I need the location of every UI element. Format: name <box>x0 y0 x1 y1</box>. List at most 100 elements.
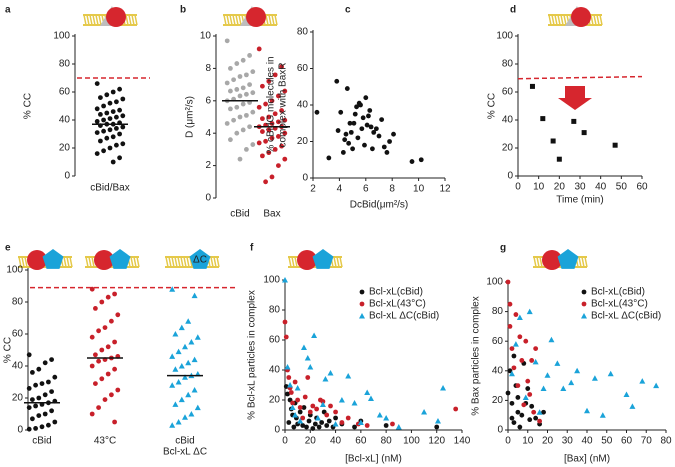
data-point <box>26 405 32 410</box>
membrane <box>265 14 269 26</box>
y-axis-label: complex with BaxR <box>278 62 289 147</box>
data-point <box>240 127 246 133</box>
y-tick-label: 40 <box>269 365 281 376</box>
data-point <box>306 418 312 424</box>
data-point <box>319 420 325 425</box>
membrane <box>131 14 135 26</box>
data-point <box>109 392 114 398</box>
y-tick-label: 100 <box>6 265 23 276</box>
data-point <box>120 124 126 130</box>
icon-label: ΔC <box>193 255 207 266</box>
data-point <box>342 137 348 143</box>
data-point <box>107 100 113 106</box>
x-tick-label: 80 <box>660 436 672 447</box>
data-point <box>250 90 256 96</box>
y-tick-label: 60 <box>12 329 24 340</box>
membrane <box>238 14 242 26</box>
membrane <box>186 256 190 268</box>
data-point <box>101 128 106 134</box>
data-point <box>304 355 311 361</box>
data-point <box>527 417 533 423</box>
membrane <box>86 14 90 26</box>
data-point <box>568 379 575 386</box>
membrane <box>85 256 89 268</box>
data-point <box>115 387 121 393</box>
x-tick-label: 10 <box>522 436 534 447</box>
data-point <box>307 364 314 370</box>
data-point <box>282 88 288 94</box>
data-point <box>191 387 198 393</box>
membrane <box>88 256 92 268</box>
membrane <box>581 256 585 268</box>
data-point <box>114 142 119 148</box>
data-point <box>300 415 306 421</box>
data-point <box>536 409 543 415</box>
y-tick-label: 100 <box>496 31 513 42</box>
y-tick-label: 20 <box>59 143 71 154</box>
legend-label: Bcl-xL ΔC(cBid) <box>369 311 439 322</box>
data-point <box>120 141 126 147</box>
data-point <box>107 145 113 151</box>
membrane <box>223 14 227 26</box>
data-point <box>282 156 288 162</box>
membrane <box>294 256 298 268</box>
data-point <box>515 395 521 400</box>
data-point <box>300 344 307 350</box>
data-point <box>285 391 290 397</box>
membrane <box>133 256 137 268</box>
x-tick-label: 40 <box>595 182 607 193</box>
bclxl-icon <box>189 249 211 269</box>
data-point <box>250 109 256 115</box>
membrane <box>288 256 292 268</box>
y-tick-label: 60 <box>59 87 71 98</box>
data-point <box>120 96 126 102</box>
membrane <box>271 14 275 26</box>
data-point <box>224 121 230 126</box>
data-point <box>98 95 103 100</box>
data-point <box>440 385 447 391</box>
data-point <box>269 174 275 180</box>
data-point <box>310 403 316 409</box>
data-point <box>338 109 344 115</box>
y-tick-label: 80 <box>12 297 24 308</box>
data-point <box>360 115 366 121</box>
bclxl-icon <box>312 249 334 269</box>
data-point <box>522 394 529 400</box>
data-point <box>263 179 268 185</box>
data-point <box>234 87 240 92</box>
data-point <box>109 318 114 324</box>
data-point <box>117 107 122 113</box>
data-point <box>36 366 42 372</box>
data-point <box>110 134 116 140</box>
data-point <box>395 424 402 430</box>
data-point <box>169 286 176 292</box>
data-point <box>224 80 230 86</box>
legend-marker <box>581 313 587 319</box>
data-point <box>104 92 110 98</box>
x-tick-label: 12 <box>439 184 451 195</box>
y-tick-label: 8 <box>205 63 211 74</box>
x-tick-label: 50 <box>616 182 628 193</box>
data-point <box>521 402 527 408</box>
membrane <box>69 256 73 268</box>
panel-letter: g <box>500 243 506 254</box>
membrane <box>216 256 220 268</box>
membrane <box>548 14 552 26</box>
data-point <box>237 74 243 79</box>
data-point <box>334 78 340 84</box>
x-axis-label: [Bax] (nM) <box>564 454 610 465</box>
data-point <box>185 359 192 366</box>
data-point <box>98 138 103 144</box>
legend-marker <box>581 289 587 295</box>
membrane <box>226 14 230 26</box>
data-point <box>237 156 243 162</box>
data-point <box>169 382 176 388</box>
x-tick-label: 30 <box>562 436 574 447</box>
bclxl-icon <box>42 249 64 269</box>
data-point <box>346 140 352 146</box>
data-point <box>295 397 301 403</box>
data-point <box>540 116 546 122</box>
data-point <box>359 126 365 132</box>
data-point <box>511 420 517 425</box>
data-point <box>283 384 289 389</box>
